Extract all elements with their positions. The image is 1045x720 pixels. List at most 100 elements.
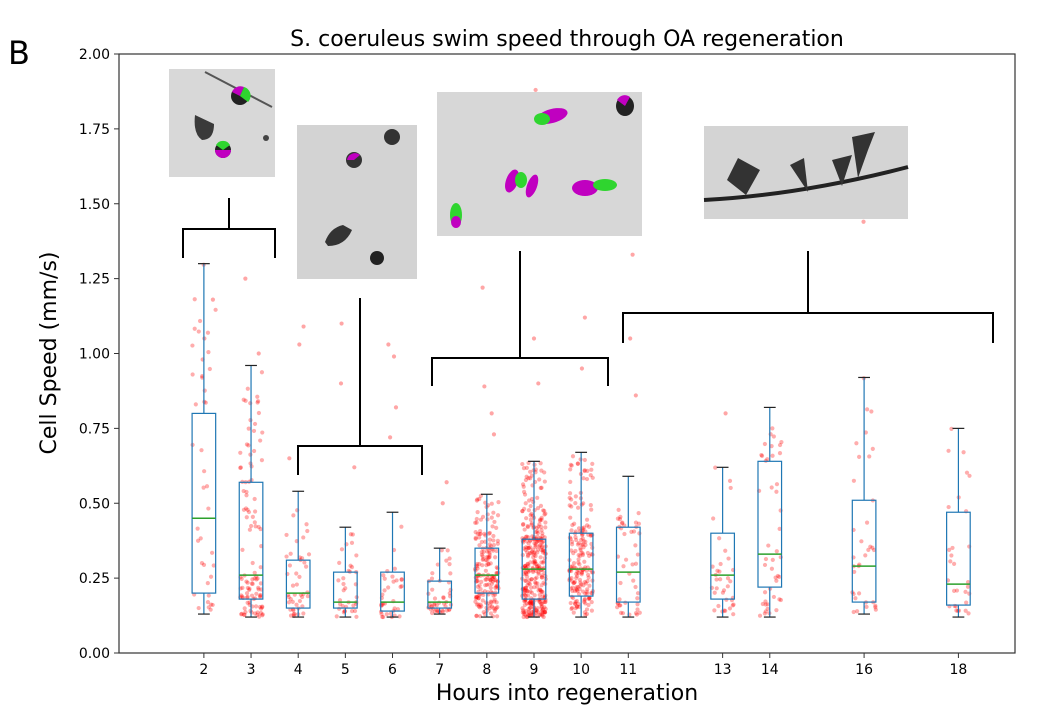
- data-point: [775, 573, 780, 579]
- data-point: [489, 515, 494, 520]
- data-point: [574, 604, 580, 609]
- data-point: [573, 548, 578, 554]
- data-point: [258, 593, 263, 598]
- data-point: [952, 588, 957, 594]
- data-point: [524, 585, 529, 590]
- data-point: [529, 473, 534, 478]
- data-point: [777, 597, 782, 602]
- data-point: [723, 548, 728, 553]
- data-point: [305, 594, 310, 599]
- data-point: [525, 582, 530, 588]
- data-point: [526, 541, 531, 546]
- data-point: [582, 559, 587, 564]
- data-point: [525, 589, 530, 594]
- data-point: [245, 594, 250, 600]
- data-point: [576, 553, 581, 558]
- data-point: [528, 476, 533, 481]
- data-point: [859, 539, 864, 544]
- data-point: [483, 539, 488, 544]
- data-point: [523, 570, 528, 575]
- data-point: [520, 482, 526, 487]
- data-point: [579, 537, 584, 543]
- data-point: [395, 607, 401, 612]
- data-point: [252, 509, 258, 514]
- data-point: [520, 552, 525, 558]
- data-point: [286, 592, 291, 598]
- data-point: [520, 522, 526, 527]
- data-point: [537, 544, 542, 549]
- data-point: [542, 610, 547, 615]
- data-point: [492, 609, 497, 614]
- data-point: [585, 578, 590, 584]
- data-point: [527, 600, 532, 605]
- data-point: [429, 604, 434, 609]
- data-point: [482, 531, 487, 536]
- data-point: [537, 522, 542, 527]
- data-point: [302, 560, 307, 565]
- data-point: [530, 600, 535, 605]
- data-point: [587, 596, 592, 601]
- outlier-point: [480, 285, 485, 290]
- data-point: [207, 366, 212, 372]
- data-point: [190, 372, 195, 377]
- data-point: [569, 497, 574, 502]
- data-point: [244, 442, 250, 447]
- data-point: [537, 518, 543, 523]
- data-point: [384, 612, 389, 617]
- data-point: [535, 547, 541, 552]
- data-point: [252, 570, 257, 575]
- data-point: [539, 547, 544, 553]
- data-point: [570, 454, 576, 459]
- data-point: [537, 587, 542, 592]
- outlier-point: [633, 393, 638, 398]
- data-point: [573, 501, 578, 506]
- data-point: [854, 441, 859, 446]
- data-point: [723, 608, 728, 613]
- data-point: [726, 556, 731, 561]
- data-point: [210, 602, 215, 608]
- data-point: [868, 544, 873, 549]
- data-point: [527, 605, 533, 611]
- data-point: [479, 539, 484, 545]
- data-point: [535, 581, 540, 586]
- data-point: [539, 468, 544, 473]
- data-point: [582, 579, 588, 585]
- data-point: [208, 602, 214, 607]
- data-point: [757, 613, 763, 618]
- data-point: [537, 599, 542, 604]
- data-point: [256, 524, 261, 530]
- data-point: [257, 604, 263, 610]
- data-point: [258, 526, 263, 532]
- data-point: [488, 585, 493, 590]
- data-point: [532, 558, 537, 563]
- data-point: [440, 608, 445, 613]
- data-point: [444, 558, 449, 563]
- data-point: [445, 548, 450, 553]
- outlier-point: [533, 87, 538, 93]
- plot-area-frame: [118, 53, 1016, 654]
- data-point: [520, 508, 525, 514]
- data-point: [534, 610, 539, 615]
- outlier-point: [628, 336, 633, 341]
- box-iqr: [332, 571, 358, 609]
- data-point: [572, 579, 578, 585]
- data-point: [250, 560, 255, 566]
- data-point: [492, 578, 497, 583]
- outlier-point: [491, 432, 497, 437]
- data-point: [528, 551, 534, 556]
- data-point: [473, 596, 479, 601]
- data-point: [473, 530, 478, 535]
- data-point: [480, 598, 485, 603]
- data-point: [486, 561, 491, 567]
- data-point: [965, 584, 971, 589]
- data-point: [618, 514, 623, 519]
- box-iqr: [946, 511, 971, 606]
- box-iqr: [380, 571, 405, 612]
- data-point: [525, 524, 531, 530]
- data-point: [537, 543, 543, 548]
- data-point: [529, 599, 534, 604]
- data-point: [489, 581, 494, 587]
- data-point: [538, 589, 544, 594]
- data-point: [526, 611, 532, 616]
- data-point: [474, 498, 479, 503]
